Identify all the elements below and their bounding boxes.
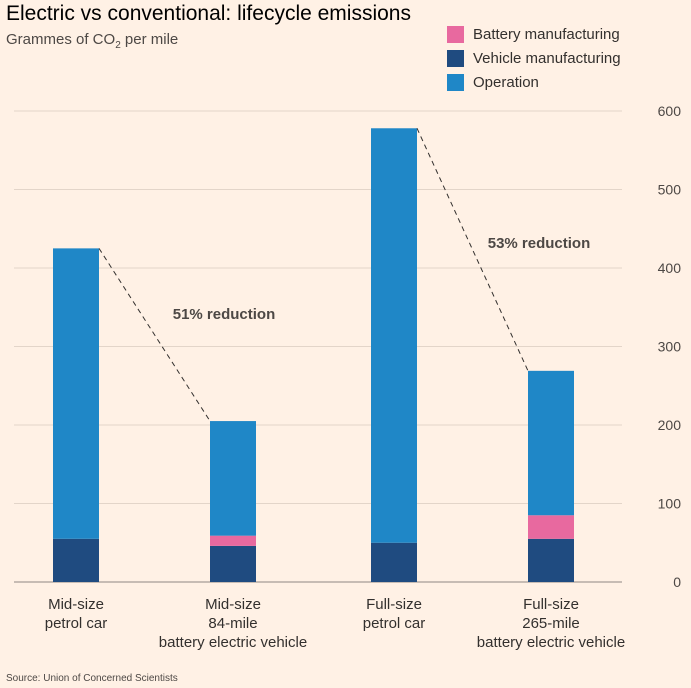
y-tick-label-100: 100 xyxy=(658,496,682,512)
source-note: Source: Union of Concerned Scientists xyxy=(6,673,178,684)
y-tick-label-400: 400 xyxy=(658,260,682,276)
reduction-connector-0 xyxy=(98,248,211,422)
y-tick-label-300: 300 xyxy=(658,339,682,355)
legend-item-operation: Operation xyxy=(447,70,621,94)
legend-label-battery: Battery manufacturing xyxy=(473,25,620,43)
legend: Battery manufacturing Vehicle manufactur… xyxy=(447,22,621,94)
x-tick-label-0-1: petrol car xyxy=(45,615,108,632)
y-tick-label-0: 0 xyxy=(673,574,681,590)
y-tick-label-500: 500 xyxy=(658,182,682,198)
reduction-label-1: 53% reduction xyxy=(488,235,591,252)
bar-segment-battery-manufacturing-1 xyxy=(210,535,256,546)
legend-swatch-operation xyxy=(447,73,464,91)
x-tick-label-3-1: 265-mile xyxy=(522,615,580,632)
y-tick-label-600: 600 xyxy=(658,103,682,119)
legend-item-vehicle: Vehicle manufacturing xyxy=(447,46,621,70)
bar-segment-vehicle-manufacturing-0 xyxy=(53,538,99,582)
bar-segment-operation-3 xyxy=(528,370,574,516)
bar-segment-operation-2 xyxy=(371,128,417,543)
bar-segment-vehicle-manufacturing-2 xyxy=(371,542,417,582)
legend-item-battery: Battery manufacturing xyxy=(447,22,621,46)
bar-segment-operation-1 xyxy=(210,421,256,536)
x-tick-label-3-2: battery electric vehicle xyxy=(477,634,625,651)
subtitle-suffix: per mile xyxy=(120,31,179,48)
x-tick-label-2-0: Full-size xyxy=(366,596,422,613)
x-tick-label-0-0: Mid-size xyxy=(48,596,104,613)
legend-swatch-vehicle xyxy=(447,49,464,67)
x-tick-label-1-1: 84-mile xyxy=(208,615,257,632)
bar-segment-battery-manufacturing-3 xyxy=(528,515,574,539)
legend-label-vehicle: Vehicle manufacturing xyxy=(473,49,621,67)
subtitle-prefix: Grammes of CO xyxy=(6,31,116,48)
legend-swatch-battery xyxy=(447,25,464,43)
x-tick-label-1-0: Mid-size xyxy=(205,596,261,613)
y-tick-label-200: 200 xyxy=(658,417,682,433)
reduction-label-0: 51% reduction xyxy=(173,306,276,323)
x-tick-label-2-1: petrol car xyxy=(363,615,426,632)
subtitle-subscript: 2 xyxy=(115,40,121,51)
x-tick-label-3-0: Full-size xyxy=(523,596,579,613)
chart-title: Electric vs conventional: lifecycle emis… xyxy=(6,2,411,25)
legend-label-operation: Operation xyxy=(473,73,539,91)
bar-segment-vehicle-manufacturing-1 xyxy=(210,545,256,582)
bar-segment-vehicle-manufacturing-3 xyxy=(528,538,574,582)
x-tick-label-1-2: battery electric vehicle xyxy=(159,634,307,651)
chart-subtitle: Grammes of CO2 per mile xyxy=(6,31,178,51)
bar-segment-operation-0 xyxy=(53,248,99,539)
